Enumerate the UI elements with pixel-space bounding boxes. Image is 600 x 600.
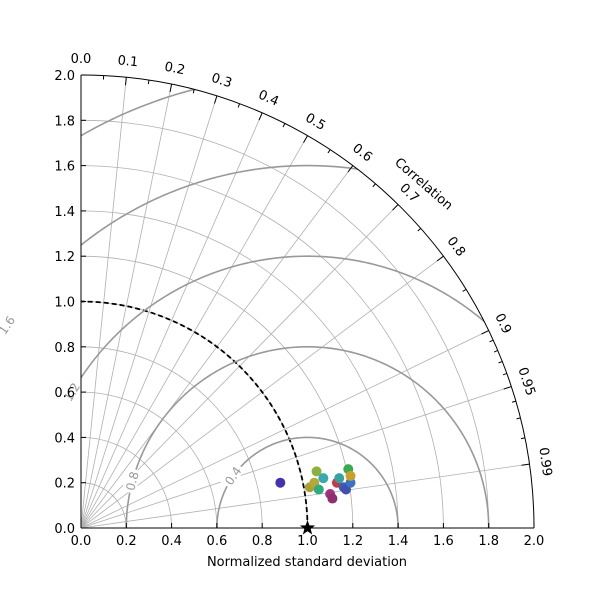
- std-grid-arc: [80, 210, 399, 529]
- y-tick-label: 1.0: [54, 296, 75, 311]
- x-tick-label: 1.4: [388, 534, 409, 549]
- correlation-tick: [436, 255, 444, 262]
- correlation-tick-label: 0.3: [209, 71, 233, 92]
- correlation-tick: [392, 204, 399, 211]
- correlation-minor-tick: [502, 372, 507, 376]
- y-tick-label: 0.2: [54, 477, 75, 492]
- rms-contour: [81, 255, 534, 528]
- rms-contour: [125, 345, 490, 528]
- correlation-axis-arc: [80, 74, 535, 529]
- std-grid-arc: [80, 119, 490, 529]
- x-tick-label: 2.0: [524, 534, 545, 549]
- data-point: [345, 470, 356, 481]
- correlation-minor-tick: [462, 288, 467, 292]
- rms-contour-label: 0.8: [123, 470, 141, 492]
- correlation-minor-tick: [282, 123, 286, 128]
- x-tick-label: 1.2: [342, 534, 363, 549]
- correlation-tick: [125, 77, 127, 86]
- std-grid-arc: [80, 391, 218, 529]
- correlation-tick: [214, 95, 218, 104]
- y-tick-label: 1.2: [54, 250, 75, 265]
- correlation-grid-line: [80, 112, 263, 529]
- data-point: [334, 473, 345, 484]
- correlation-grid-line: [80, 95, 218, 529]
- x-tick-label: 0.4: [161, 534, 182, 549]
- x-axis-label: Normalized standard deviation: [207, 555, 407, 570]
- y-tick-label: 0.8: [54, 341, 75, 356]
- y-tick-label: 0.4: [54, 431, 75, 446]
- y-tick-label: 1.4: [54, 205, 75, 220]
- x-tick-label: 1.8: [478, 534, 499, 549]
- correlation-grid-line: [80, 330, 489, 529]
- y-tick-label: 1.6: [54, 160, 75, 175]
- x-tick-label: 0.8: [252, 534, 273, 549]
- correlation-minor-tick: [237, 103, 241, 108]
- correlation-tick: [347, 165, 354, 173]
- y-tick-label: 2.0: [54, 69, 75, 84]
- x-tick-label: 1.0: [297, 534, 318, 549]
- data-points: [275, 464, 356, 535]
- reference-star-marker: [299, 520, 316, 535]
- correlation-grid-line: [80, 135, 308, 529]
- correlation-minor-tick: [516, 417, 521, 420]
- correlation-tick-label: 0.99: [535, 446, 554, 477]
- grid-layer: [80, 77, 530, 529]
- correlation-minor-tick: [489, 339, 494, 343]
- y-tick-label: 0.0: [54, 522, 75, 537]
- data-point: [311, 466, 322, 477]
- correlation-grid-line: [80, 84, 172, 529]
- x-tick-label: 0.6: [207, 534, 228, 549]
- correlation-minor-tick: [147, 80, 150, 85]
- y-tick-label: 0.6: [54, 386, 75, 401]
- correlation-tick-label: 0.5: [303, 111, 328, 134]
- rms-contour: [81, 164, 534, 528]
- y-tick-label: 1.8: [54, 114, 75, 129]
- data-point: [313, 484, 324, 495]
- correlation-minor-tick: [498, 361, 503, 364]
- correlation-tick: [521, 463, 530, 466]
- correlation-minor-tick: [327, 149, 331, 154]
- std-grid-arc: [80, 346, 263, 529]
- correlation-tick-label: 0.9: [491, 311, 514, 336]
- correlation-tick: [503, 386, 512, 390]
- std-grid-arc: [80, 482, 127, 529]
- correlation-tick: [303, 135, 308, 143]
- x-tick-label: 1.6: [433, 534, 454, 549]
- correlation-tick-label: 0.1: [117, 53, 139, 70]
- correlation-tick-label: 0.0: [71, 52, 92, 67]
- correlation-tick: [258, 112, 263, 121]
- data-point: [327, 493, 338, 504]
- correlation-tick-label: 0.95: [514, 366, 537, 398]
- correlation-grid-line: [80, 386, 512, 529]
- correlation-tick-label: 0.6: [349, 141, 375, 165]
- correlation-tick-label: 0.2: [163, 60, 186, 79]
- correlation-axis-label: Correlation: [391, 155, 455, 213]
- correlation-tick: [169, 84, 173, 93]
- correlation-minor-tick: [520, 437, 526, 440]
- correlation-tick-label: 0.8: [444, 234, 468, 260]
- x-tick-label: 0.0: [71, 534, 92, 549]
- correlation-minor-tick: [372, 183, 376, 188]
- correlation-minor-tick: [417, 227, 422, 232]
- reference-std-arc: [80, 300, 309, 529]
- data-point: [318, 473, 329, 484]
- std-grid-arc: [80, 165, 444, 529]
- correlation-tick-label: 0.4: [256, 88, 281, 110]
- data-point: [275, 477, 286, 488]
- correlation-minor-tick: [493, 350, 498, 353]
- correlation-minor-tick: [511, 400, 517, 403]
- correlation-tick: [481, 330, 489, 335]
- x-tick-label: 0.2: [116, 534, 137, 549]
- correlation-minor-tick: [192, 89, 195, 94]
